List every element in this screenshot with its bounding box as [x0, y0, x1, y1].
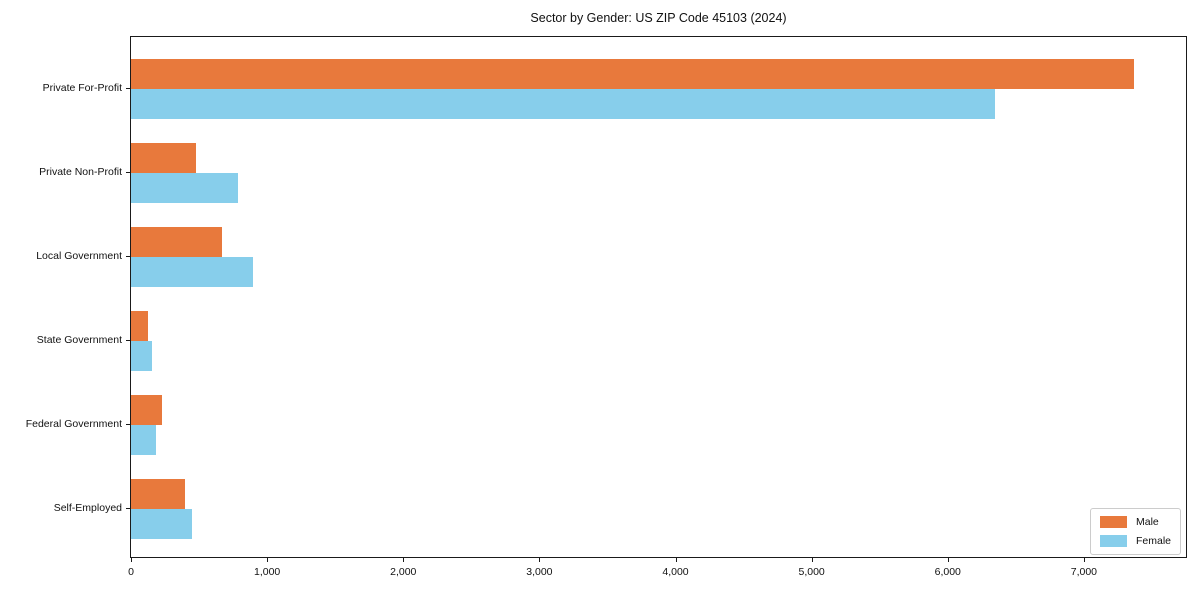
legend-item-male: Male [1100, 516, 1171, 528]
legend-swatch-male-icon [1100, 516, 1127, 528]
bar-female-federal-government [131, 425, 156, 455]
bar-female-state-government [131, 341, 152, 371]
y-tick-mark [126, 172, 130, 173]
x-tick-mark [675, 558, 677, 562]
legend-label-female: Female [1136, 535, 1172, 547]
y-tick-label-self-employed: Self-Employed [53, 502, 122, 514]
x-tick-label-2-000: 2,000 [390, 566, 417, 578]
y-tick-mark [126, 340, 130, 341]
x-tick-mark [403, 558, 405, 562]
x-tick-label-0: 0 [128, 566, 134, 578]
x-tick-mark [131, 558, 132, 562]
y-tick-mark [126, 256, 130, 257]
y-tick-mark [126, 424, 130, 425]
bar-female-private-for-profit [131, 89, 995, 119]
y-tick-mark [126, 88, 130, 89]
x-tick-label-1-000: 1,000 [253, 566, 281, 578]
x-tick-mark [1083, 558, 1085, 562]
x-tick-label-4-000: 4,000 [662, 566, 689, 578]
legend-label-male: Male [1136, 516, 1159, 528]
x-tick-label-3-000: 3,000 [526, 566, 553, 578]
x-tick-mark [947, 558, 949, 562]
x-tick-label-6-000: 6,000 [934, 566, 961, 578]
bar-male-private-for-profit [131, 59, 1134, 89]
y-tick-label-local-government: Local Government [36, 250, 122, 262]
x-tick-mark [811, 558, 813, 562]
bar-male-federal-government [131, 395, 162, 425]
y-tick-label-state-government: State Government [36, 334, 122, 346]
chart-title: Sector by Gender: US ZIP Code 45103 (202… [530, 11, 787, 25]
legend-swatch-female-icon [1100, 535, 1127, 547]
bar-male-local-government [131, 227, 222, 257]
x-tick-mark [539, 558, 541, 562]
bar-female-local-government [131, 257, 253, 287]
bar-male-private-non-profit [131, 143, 196, 173]
legend: Male Female [1090, 508, 1182, 555]
bar-male-state-government [131, 311, 148, 341]
bar-male-self-employed [131, 479, 185, 509]
y-tick-mark [126, 508, 130, 509]
x-tick-label-7-000: 7,000 [1070, 566, 1098, 578]
y-tick-label-private-non-profit: Private Non-Profit [39, 166, 122, 178]
x-tick-label-5-000: 5,000 [798, 566, 825, 578]
plot-area [130, 36, 1187, 558]
bar-female-self-employed [131, 509, 192, 539]
x-tick-mark [267, 558, 269, 562]
legend-item-female: Female [1100, 535, 1171, 547]
y-tick-label-private-for-profit: Private For-Profit [42, 82, 122, 94]
bar-female-private-non-profit [131, 173, 238, 203]
y-tick-label-federal-government: Federal Government [25, 418, 122, 430]
